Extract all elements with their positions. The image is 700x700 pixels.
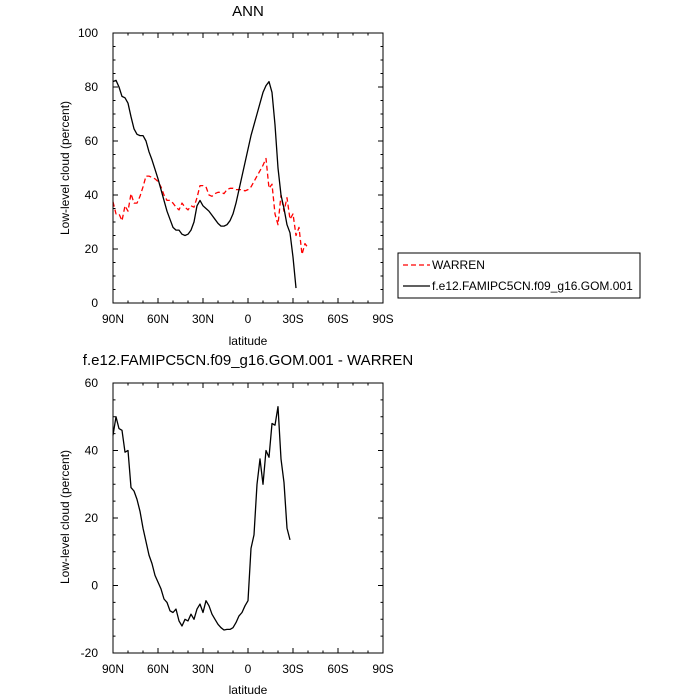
- legend: WARREN f.e12.FAMIPC5CN.f09_g16.GOM.001: [397, 252, 641, 299]
- top-panel: ANN Low-level cloud (percent) latitude 9…: [58, 3, 394, 348]
- top-ytick-label: 0: [91, 296, 98, 310]
- bottom-xtick-label: 60S: [327, 662, 348, 676]
- bottom-series-lines: [112, 405, 291, 631]
- legend-box: [397, 252, 641, 299]
- top-xtick-label: 60N: [147, 312, 169, 326]
- top-plot-frame: [112, 32, 384, 304]
- top-y-axis-label: Low-level cloud (percent): [58, 101, 72, 235]
- top-x-axis-label: latitude: [229, 334, 268, 348]
- bottom-ytick-label: 0: [91, 579, 98, 593]
- top-series-lines: [112, 79, 309, 289]
- bottom-y-axis-label: Low-level cloud (percent): [58, 450, 72, 584]
- bottom-ytick-label: 60: [85, 376, 99, 390]
- bottom-ytick-label: 40: [85, 444, 99, 458]
- bottom-plot-frame: [112, 382, 384, 654]
- top-xtick-label: 30N: [192, 312, 214, 326]
- bottom-panel: f.e12.FAMIPC5CN.f09_g16.GOM.001 - WARREN…: [58, 352, 413, 697]
- top-xtick-label: 0: [245, 312, 252, 326]
- top-ytick-label: 20: [85, 242, 99, 256]
- bottom-xtick-label: 0: [245, 662, 252, 676]
- bottom-chart-title: f.e12.FAMIPC5CN.f09_g16.GOM.001 - WARREN: [83, 352, 413, 369]
- bottom-x-axis-label: latitude: [229, 683, 268, 697]
- top-ytick-label: 80: [85, 80, 99, 94]
- top-series-line-0: [112, 157, 309, 256]
- top-ytick-label: 100: [78, 26, 98, 40]
- bottom-xtick-label: 60N: [147, 662, 169, 676]
- top-xtick-label: 90N: [102, 312, 124, 326]
- legend-warren-label: WARREN: [432, 258, 485, 272]
- top-xtick-label: 30S: [282, 312, 303, 326]
- top-chart-title: ANN: [232, 3, 264, 20]
- legend-model-label: f.e12.FAMIPC5CN.f09_g16.GOM.001: [432, 279, 633, 293]
- top-xtick-label: 60S: [327, 312, 348, 326]
- top-ytick-label: 40: [85, 188, 99, 202]
- bottom-xtick-label: 90N: [102, 662, 124, 676]
- top-series-line-1: [112, 79, 297, 289]
- top-ytick-label: 60: [85, 134, 99, 148]
- bottom-xtick-label: 30S: [282, 662, 303, 676]
- bottom-ytick-label: 20: [85, 511, 99, 525]
- bottom-ytick-label: -20: [81, 646, 99, 660]
- bottom-series-line-0: [112, 405, 291, 631]
- top-xtick-label: 90S: [372, 312, 393, 326]
- bottom-axis-ticks: 90N 60N 30N 0 30S 60S 90S -20 0 20 40 60: [81, 376, 394, 676]
- bottom-xtick-label: 90S: [372, 662, 393, 676]
- top-axis-ticks: 90N 60N 30N 0 30S 60S 90S 0 20 40 60 80 100: [78, 26, 394, 326]
- bottom-xtick-label: 30N: [192, 662, 214, 676]
